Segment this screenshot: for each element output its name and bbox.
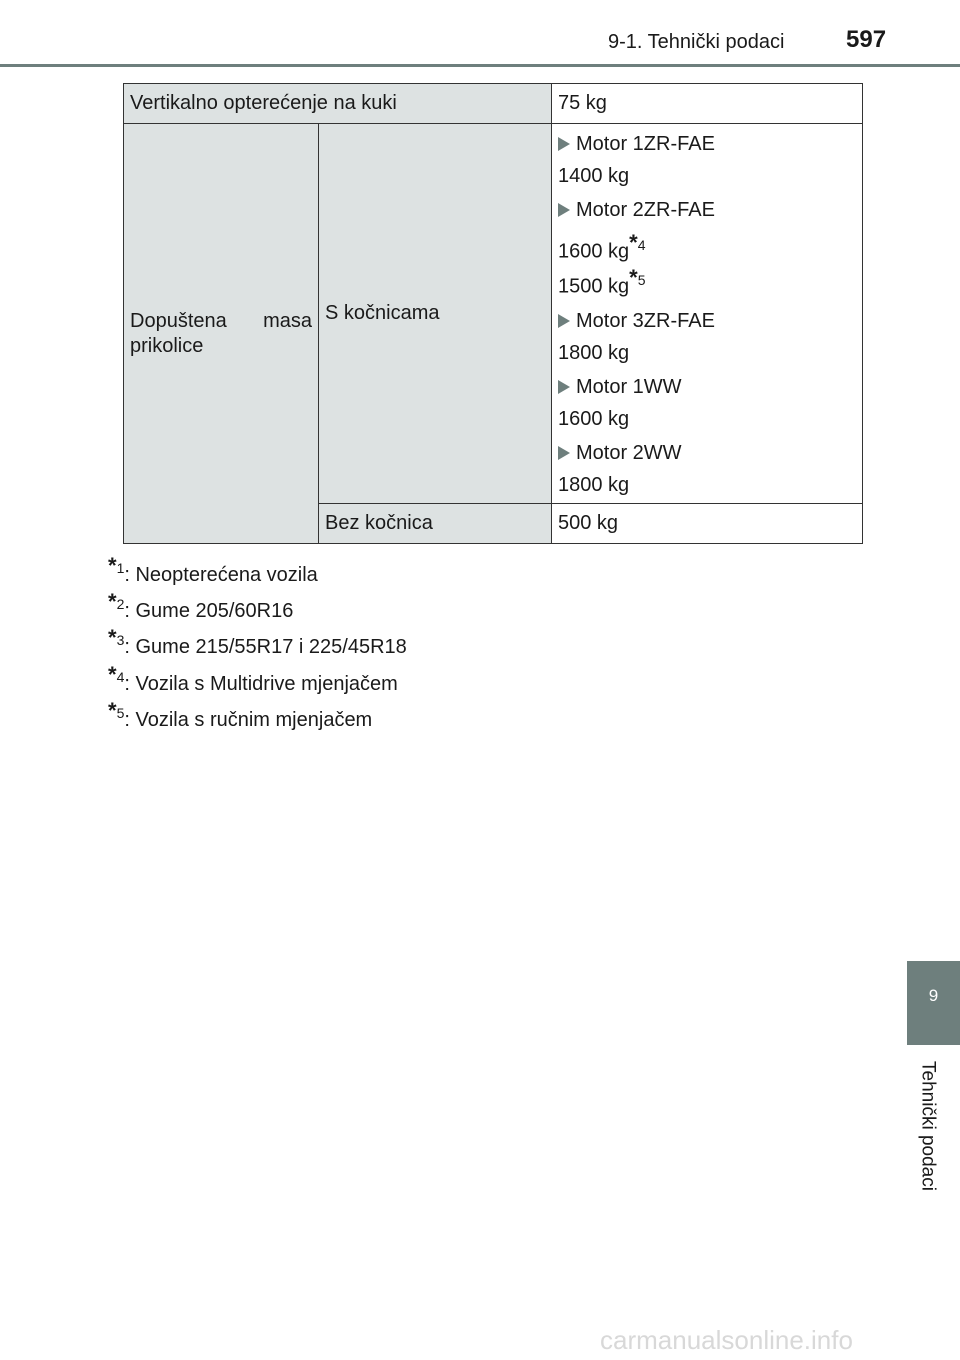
chapter-tab[interactable]: 9 [907, 961, 960, 1045]
chapter-label: Tehnički podaci [917, 1061, 939, 1191]
engine-item: Motor 2WW [558, 441, 856, 465]
engine-name: Motor 2WW [576, 442, 682, 465]
engine-value: 1600 kg*4 1500 kg*5 [558, 230, 646, 298]
footnote: *3: Gume 215/55R17 i 225/45R18 [108, 625, 407, 658]
table-row: Dopuštena masa prikolice S kočnicama Mot… [123, 122, 863, 545]
engine-name: Motor 3ZR-FAE [576, 310, 715, 333]
footnote: *2: Gume 205/60R16 [108, 589, 294, 622]
watermark: carmanualsonline.info [600, 1325, 853, 1355]
table-row: Bez kočnica 500 kg [124, 503, 863, 545]
engine-item: Motor 1WW [558, 375, 856, 399]
triangle-bullet-icon [558, 203, 570, 217]
engine-item: Motor 1ZR-FAE [558, 132, 856, 156]
spec-table: Vertikalno opterećenje na kuki 75 kg Dop… [123, 83, 863, 545]
cell-value: 75 kg [551, 83, 863, 124]
engine-name: Motor 1ZR-FAE [576, 133, 715, 155]
footnote: *4: Vozila s Multidrive mjenjačem [108, 662, 398, 695]
cell-sub: S kočnicama [318, 122, 552, 505]
footnote-ref: 5 [637, 271, 646, 288]
triangle-bullet-icon [558, 380, 570, 395]
header-divider [0, 64, 960, 67]
triangle-bullet-icon [558, 314, 570, 329]
cell-label: Vertikalno opterećenje na kuki [123, 83, 552, 124]
page-number: 597 [846, 26, 887, 53]
engine-item: Motor 2ZR-FAE [558, 198, 856, 222]
engine-value: 1800 kg [558, 342, 630, 365]
cell-label: Dopuštena masa prikolice [123, 122, 319, 545]
engine-value: 1600 kg [558, 408, 630, 431]
footnote: *1: Neopterećena vozila [108, 553, 318, 586]
section-title: 9-1. Tehnički podaci [608, 31, 785, 53]
value-text: 1500 kg [558, 275, 630, 298]
table-row: Vertikalno opterećenje na kuki 75 kg [123, 83, 863, 124]
value-text: 1600 kg [558, 240, 630, 263]
triangle-bullet-icon [558, 137, 570, 151]
cell-sub: Bez kočnica [318, 503, 552, 545]
engine-name: Motor 1WW [576, 376, 682, 399]
engine-name: Motor 2ZR-FAE [576, 199, 715, 221]
engine-value: 1400 kg [558, 165, 630, 187]
engine-item: Motor 3ZR-FAE [558, 309, 856, 333]
footnote-ref: 4 [637, 237, 646, 253]
triangle-bullet-icon [558, 446, 570, 461]
cell-value: 500 kg [551, 503, 863, 545]
engine-value: 1800 kg [558, 474, 630, 497]
cell-values: Motor 1ZR-FAE 1400 kg Motor 2ZR-FAE 1600… [551, 122, 863, 505]
footnote: *5: Vozila s ručnim mjenjačem [108, 698, 373, 731]
